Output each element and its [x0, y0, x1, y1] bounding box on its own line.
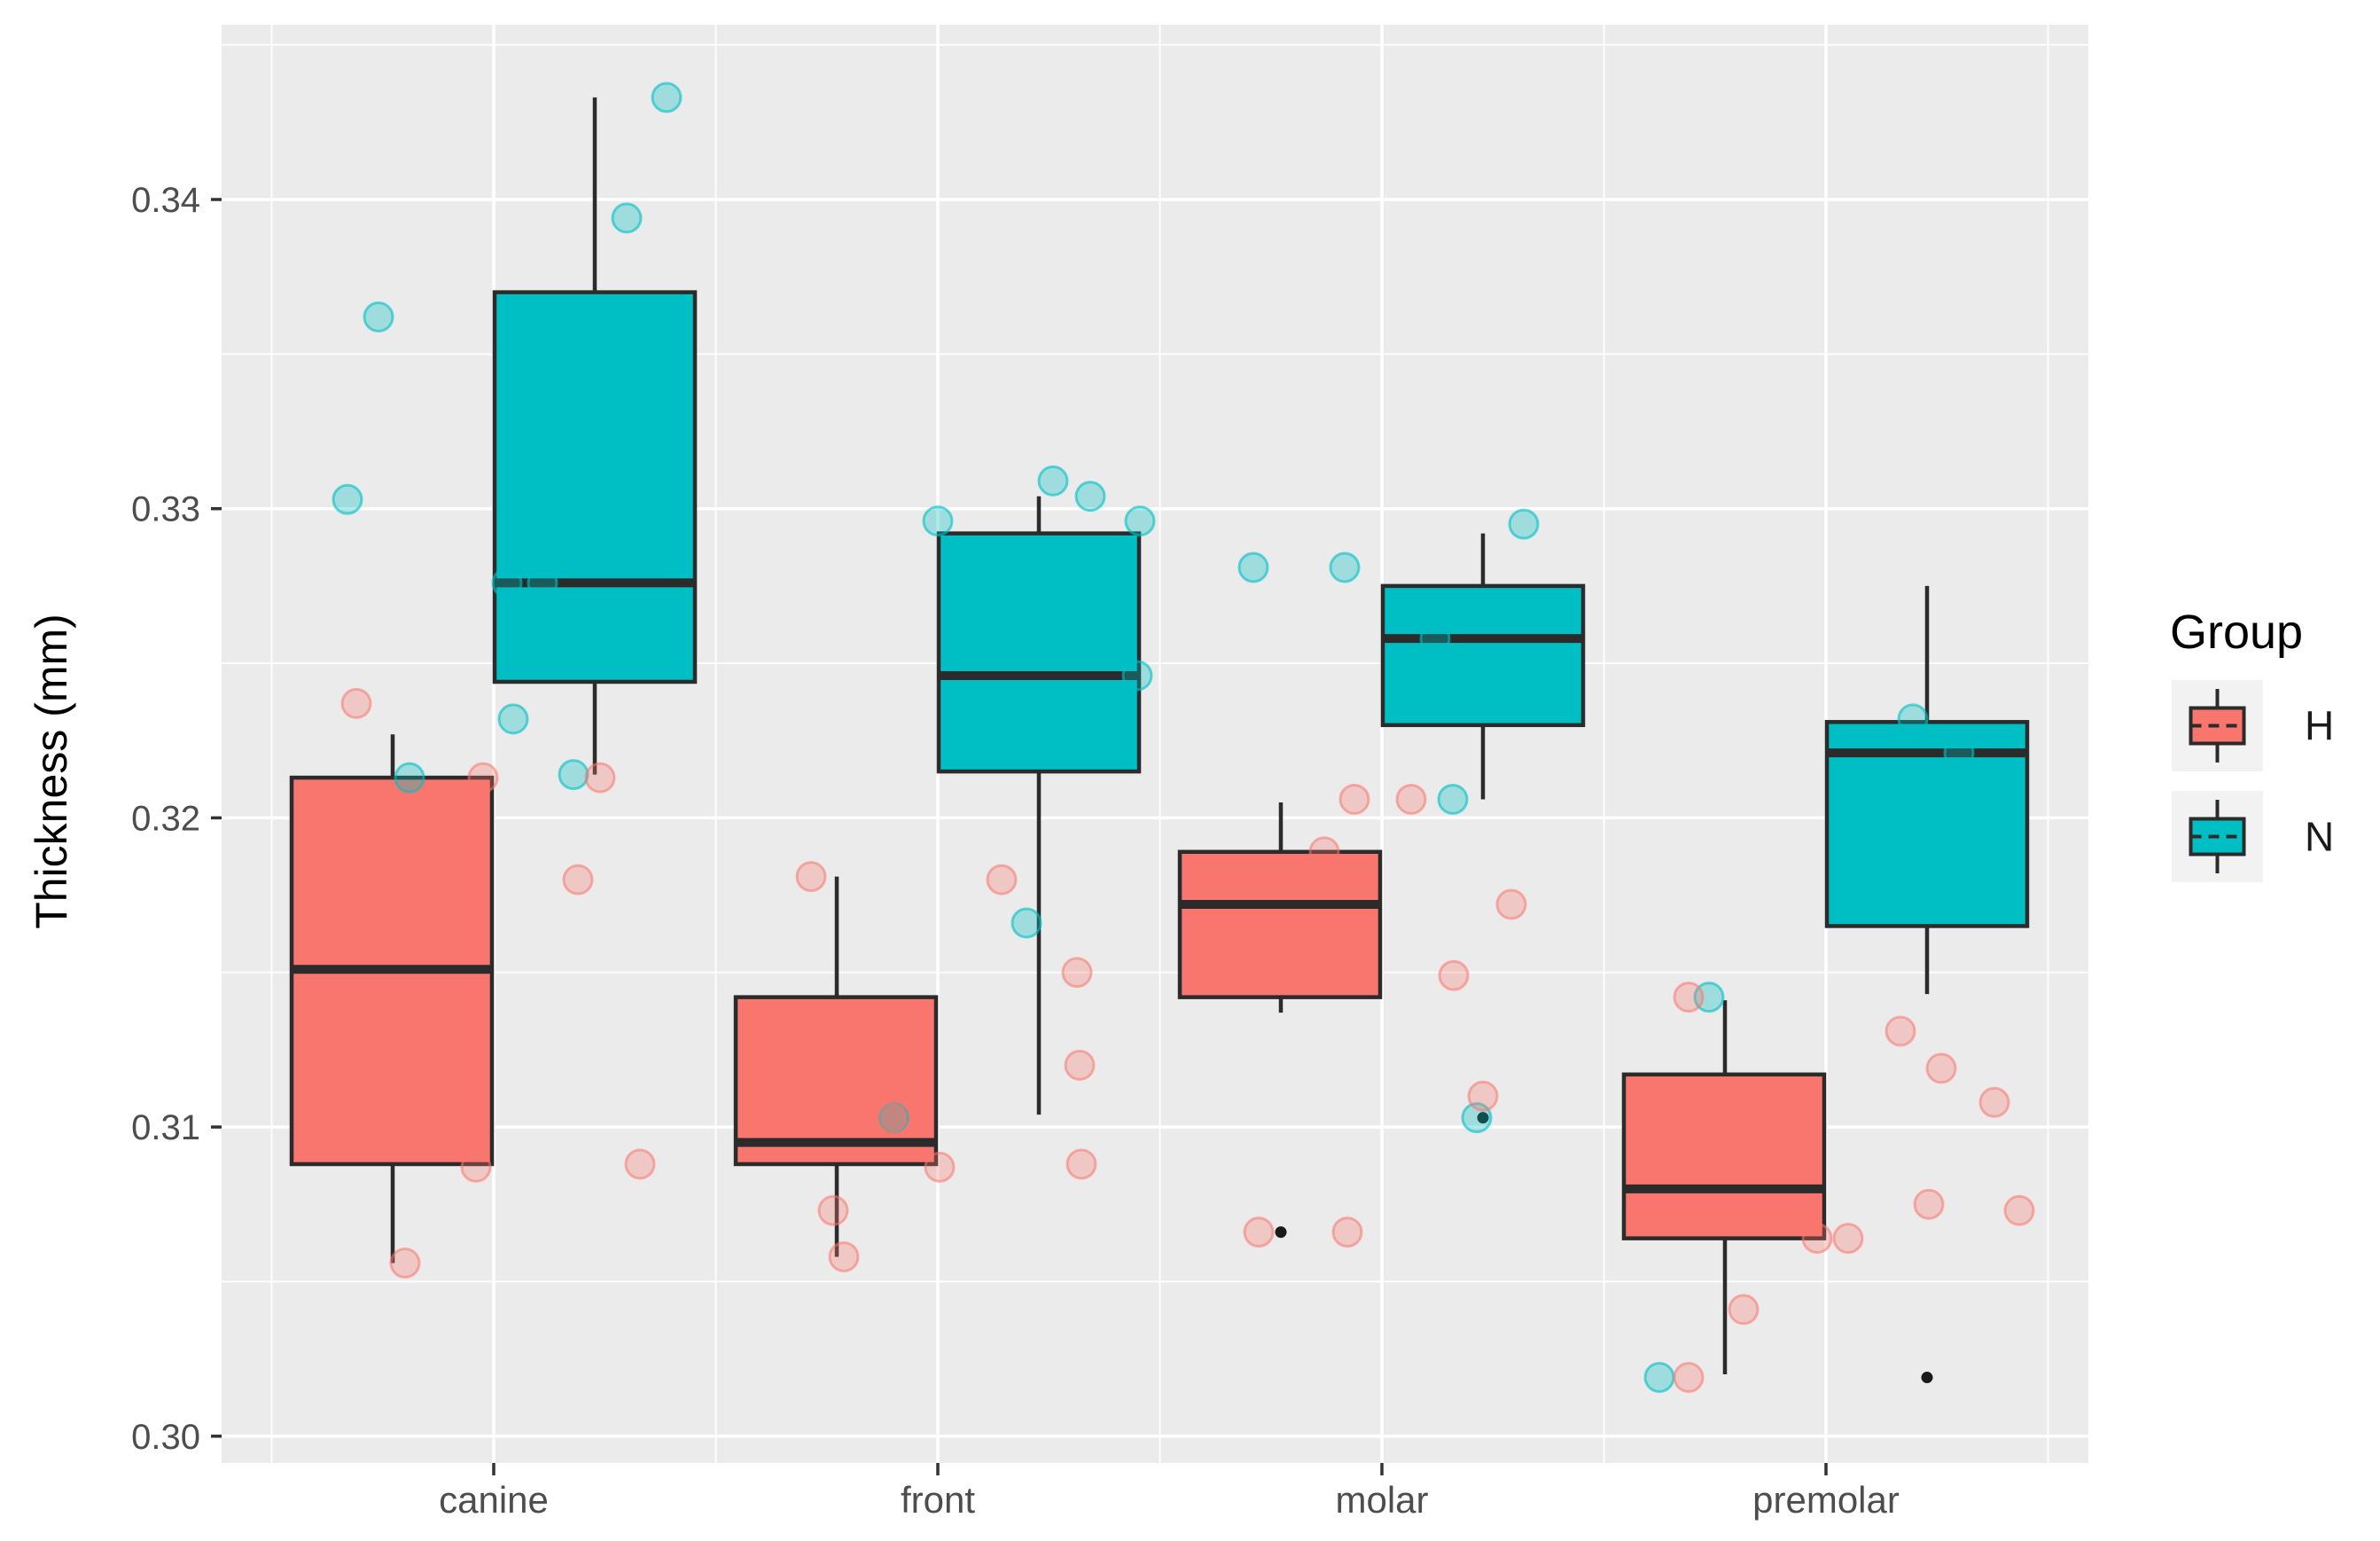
x-tick-label-molar: molar	[1335, 1479, 1428, 1521]
box-molar-N	[1380, 533, 1586, 1124]
jitter-point-canine-H	[562, 864, 594, 896]
jitter-point-molar-H	[1395, 783, 1427, 815]
jitter-point-front-H	[986, 864, 1018, 896]
jitter-point-front-N	[1011, 907, 1042, 939]
y-tick-label-0.30: 0.30	[131, 1418, 200, 1457]
jitter-point-front-N	[1074, 481, 1106, 512]
outlier-dot-premolar-N	[1921, 1372, 1933, 1384]
jitter-point-front-H	[795, 861, 827, 893]
iqr-box	[1621, 1072, 1827, 1240]
y-axis-title: Thickness (mm)	[27, 614, 76, 929]
box-premolar-N	[1824, 585, 2030, 1384]
jitter-point-molar-N	[1419, 622, 1451, 654]
jitter-point-molar-N	[1237, 551, 1269, 583]
legend-label-N: N	[2305, 814, 2334, 860]
jitter-point-canine-N	[497, 703, 529, 735]
jitter-point-premolar-H	[1728, 1294, 1760, 1326]
y-tick-label-0.32: 0.32	[131, 799, 200, 838]
jitter-point-molar-H	[1495, 888, 1527, 920]
jitter-point-molar-H	[1467, 1080, 1499, 1112]
jitter-point-premolar-H	[1673, 1362, 1705, 1394]
jitter-point-premolar-H	[1925, 1052, 1957, 1084]
iqr-box	[733, 995, 939, 1167]
jitter-point-front-N	[1121, 660, 1153, 692]
legend-title: Group	[2170, 606, 2304, 659]
jitter-point-front-H	[817, 1194, 849, 1226]
jitter-point-premolar-H	[1832, 1223, 1864, 1255]
y-tick-label-0.34: 0.34	[131, 181, 200, 220]
legend-label-H: H	[2305, 703, 2334, 749]
jitter-point-canine-N	[527, 567, 558, 598]
box-front-H	[733, 876, 939, 1257]
jitter-point-premolar-H	[2003, 1194, 2035, 1226]
box-molar-H	[1177, 802, 1383, 1239]
jitter-point-premolar-H	[1801, 1223, 1833, 1255]
jitter-point-molar-N	[1329, 551, 1361, 583]
box-canine-N	[492, 97, 698, 775]
jitter-point-canine-N	[651, 82, 683, 113]
y-tick-label-0.33: 0.33	[131, 490, 200, 529]
jitter-point-canine-N	[558, 759, 589, 791]
box-premolar-H	[1621, 1000, 1827, 1375]
jitter-point-canine-H	[389, 1248, 421, 1279]
jitter-point-front-H	[876, 1102, 908, 1134]
jitter-point-canine-H	[314, 1065, 346, 1097]
jitter-point-canine-H	[584, 762, 616, 794]
outlier-dot-molar-H	[1275, 1226, 1287, 1239]
jitter-point-premolar-N	[1897, 703, 1929, 735]
jitter-point-premolar-H	[1913, 1188, 1945, 1220]
jitter-point-canine-H	[460, 1151, 492, 1183]
jitter-point-front-H	[1061, 957, 1093, 989]
jitter-point-canine-H	[467, 762, 499, 794]
jitter-point-front-H	[1064, 1049, 1096, 1081]
iqr-box	[492, 290, 698, 684]
jitter-point-molar-N	[1437, 783, 1469, 815]
jitter-point-premolar-H	[1673, 982, 1705, 1013]
jitter-point-molar-H	[1338, 783, 1370, 815]
iqr-box	[1380, 583, 1586, 728]
box-canine-H	[289, 734, 495, 1263]
jitter-point-canine-N	[363, 301, 394, 333]
jitter-point-molar-H	[1331, 1216, 1363, 1248]
box-front-N	[936, 496, 1142, 1115]
jitter-point-front-N	[922, 505, 954, 537]
jitter-point-molar-H	[1438, 959, 1470, 991]
iqr-box	[936, 531, 1142, 774]
jitter-point-canine-H	[624, 1148, 656, 1180]
x-tick-label-canine: canine	[439, 1479, 549, 1521]
jitter-point-canine-N	[394, 762, 425, 794]
jitter-point-canine-N	[491, 567, 523, 598]
jitter-point-front-N	[1037, 465, 1069, 497]
jitter-point-molar-H	[1308, 836, 1340, 868]
jitter-point-molar-N	[1508, 508, 1540, 540]
jitter-point-canine-N	[611, 202, 643, 234]
outlier-dot-molar-N	[1477, 1112, 1489, 1124]
jitter-point-front-N	[1124, 505, 1156, 537]
x-tick-label-premolar: premolar	[1752, 1479, 1900, 1521]
jitter-point-premolar-H	[1978, 1086, 2010, 1118]
iqr-box	[1177, 849, 1383, 999]
jitter-point-premolar-H	[1884, 1015, 1916, 1047]
jitter-point-premolar-N	[1943, 737, 1975, 769]
jitter-point-front-H	[924, 1151, 956, 1183]
jitter-point-front-H	[1065, 1148, 1097, 1180]
jitter-point-front-H	[828, 1241, 860, 1273]
jitter-point-canine-H	[340, 687, 372, 719]
jitter-point-molar-H	[1243, 1216, 1275, 1248]
x-tick-label-front: front	[901, 1479, 975, 1521]
jitter-point-premolar-N	[1643, 1362, 1675, 1394]
jitter-point-canine-N	[332, 483, 363, 515]
y-tick-label-0.31: 0.31	[131, 1108, 200, 1147]
